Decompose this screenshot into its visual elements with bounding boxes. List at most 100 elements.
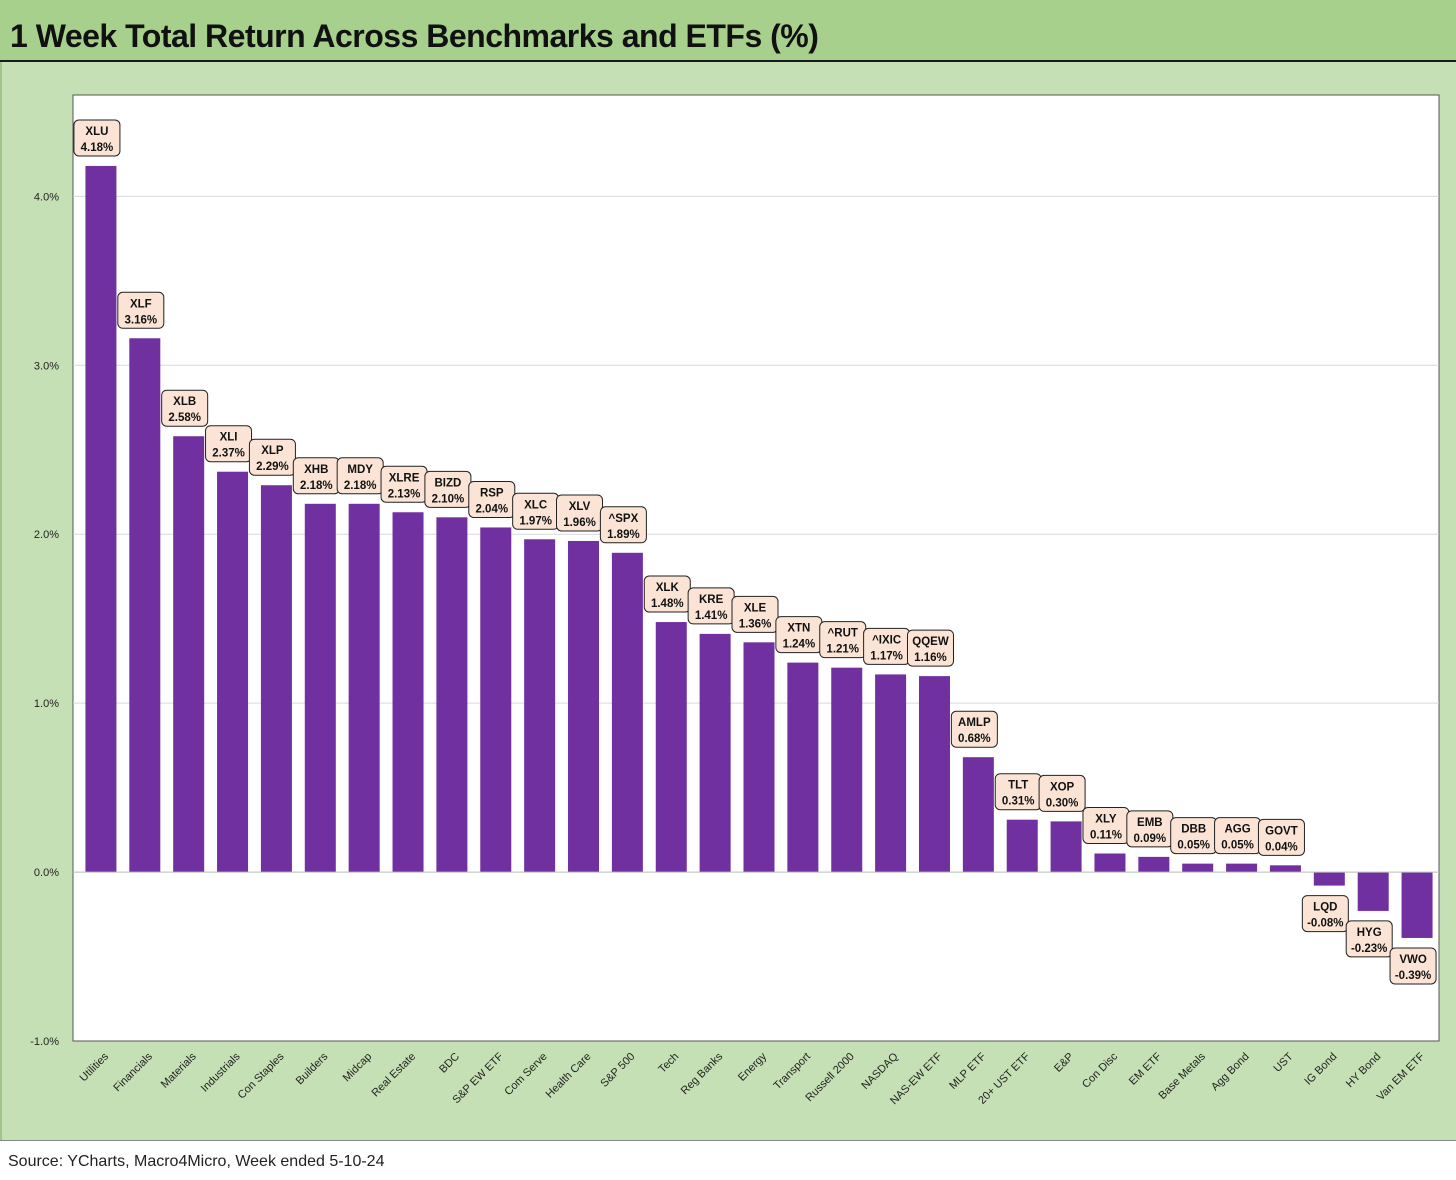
data-label-ticker: XLI: [220, 432, 238, 444]
x-category-label: Midcap: [341, 1051, 375, 1085]
x-category-label: Base Metals: [1157, 1050, 1209, 1102]
x-category-label: MLP ETF: [947, 1050, 988, 1091]
data-label-value: 1.17%: [870, 650, 903, 662]
data-label-value: 2.29%: [256, 461, 289, 473]
data-label-value: -0.39%: [1395, 970, 1431, 982]
data-label-ticker: LQD: [1313, 902, 1337, 914]
data-label-value: 1.96%: [563, 517, 596, 529]
data-label-value: 2.18%: [300, 480, 333, 492]
data-label-value: 1.48%: [651, 598, 684, 610]
data-label-value: 2.13%: [388, 488, 421, 500]
y-tick-label: 2.0%: [34, 529, 59, 541]
data-label-box: [1038, 774, 1086, 812]
bar: [962, 757, 994, 873]
data-label-box: [73, 119, 121, 157]
bar: [348, 503, 380, 873]
bar: [1094, 853, 1126, 873]
data-label-ticker: XLU: [85, 126, 108, 138]
data-label-value: -0.08%: [1307, 918, 1343, 930]
bar: [1313, 872, 1345, 886]
source-note: Source: YCharts, Macro4Micro, Week ended…: [8, 1153, 385, 1170]
data-label-ticker: XLY: [1095, 813, 1117, 825]
bar: [217, 471, 249, 873]
data-label-ticker: XHB: [304, 464, 328, 476]
data-label-box: [950, 710, 998, 748]
bar: [918, 676, 950, 873]
data-label-ticker: ^SPX: [609, 513, 639, 525]
data-label-ticker: EMB: [1137, 817, 1163, 829]
data-label-value: -0.23%: [1351, 943, 1387, 955]
x-category-label: Industrials: [199, 1050, 243, 1094]
bar: [480, 527, 512, 873]
data-label-ticker: MDY: [347, 464, 373, 476]
data-label-ticker: XLE: [744, 602, 767, 614]
data-label-ticker: RSP: [480, 487, 504, 499]
data-label-value: 1.36%: [739, 618, 772, 630]
data-label-box: [906, 629, 954, 667]
bar: [787, 662, 819, 873]
data-label-box: [248, 438, 296, 476]
bar: [129, 338, 161, 873]
data-label-value: 2.10%: [432, 493, 465, 505]
x-category-label: Financials: [111, 1050, 155, 1094]
data-label-ticker: BIZD: [434, 477, 461, 489]
data-label-value: 0.04%: [1265, 841, 1298, 853]
bar: [568, 540, 600, 873]
bar: [1357, 872, 1389, 911]
data-label-ticker: VWO: [1399, 954, 1427, 966]
y-tick-label: 1.0%: [34, 698, 59, 710]
y-tick-label: 3.0%: [34, 360, 59, 372]
x-category-label: EM ETF: [1127, 1050, 1164, 1087]
x-category-label: Real Estate: [369, 1051, 418, 1100]
data-label-value: 1.16%: [914, 652, 947, 664]
data-label-value: 4.18%: [81, 142, 114, 154]
data-label-ticker: XLP: [261, 445, 284, 457]
data-label-box: [731, 595, 779, 633]
data-label-ticker: ^IXIC: [872, 634, 901, 646]
data-label-value: 0.31%: [1002, 796, 1035, 808]
chart-title: 1 Week Total Return Across Benchmarks an…: [10, 18, 819, 54]
x-category-label: Van EM ETF: [1375, 1050, 1428, 1103]
data-label-value: 0.05%: [1177, 840, 1210, 852]
x-category-label: UST: [1272, 1050, 1296, 1074]
bar: [173, 436, 205, 873]
data-label-ticker: XLF: [130, 298, 152, 310]
x-category-label: Reg Banks: [679, 1050, 726, 1097]
x-category-label: Transport: [772, 1051, 813, 1092]
plot-area: [72, 94, 1440, 1042]
x-category-label: NASDAQ: [859, 1050, 901, 1092]
x-category-label: HY Bond: [1344, 1051, 1383, 1090]
bar: [1269, 865, 1301, 873]
data-label-ticker: XLRE: [389, 472, 420, 484]
data-label-box: [161, 389, 209, 427]
data-label-ticker: XLK: [656, 582, 680, 594]
bar: [1182, 863, 1214, 873]
bar: [304, 503, 336, 873]
x-category-label: Health Care: [544, 1051, 594, 1101]
data-label-value: 2.04%: [475, 503, 508, 515]
x-category-label: IG Bond: [1302, 1051, 1339, 1088]
bar: [436, 517, 468, 873]
x-category-label: BDC: [437, 1051, 462, 1076]
data-label-value: 1.24%: [783, 639, 816, 651]
bar: [524, 539, 556, 873]
data-label-ticker: ^RUT: [828, 628, 858, 640]
bar: [875, 674, 907, 873]
x-category-label: Energy: [736, 1050, 769, 1083]
x-category-label: Builders: [294, 1050, 331, 1087]
bar-chart: -1.0% 0.0% 1.0% 2.0% 3.0% 4.0% XLU 4.18% Utiliti…: [30, 94, 1440, 1107]
x-category-label: Con Staples: [236, 1050, 287, 1101]
data-label-value: 0.11%: [1090, 829, 1122, 841]
x-category-label: E&P: [1052, 1051, 1076, 1075]
data-label-value: 3.16%: [125, 314, 158, 326]
data-label-box: [117, 291, 165, 329]
data-label-ticker: KRE: [699, 594, 724, 606]
data-label-ticker: QQEW: [912, 636, 949, 648]
bar: [831, 667, 863, 873]
bar: [1226, 863, 1258, 873]
bar: [1138, 856, 1170, 873]
data-label-value: 1.97%: [519, 515, 552, 527]
bar: [1006, 819, 1038, 873]
title-bar: 1 Week Total Return Across Benchmarks an…: [0, 0, 1456, 62]
x-category-label: S&P 500: [598, 1051, 637, 1090]
